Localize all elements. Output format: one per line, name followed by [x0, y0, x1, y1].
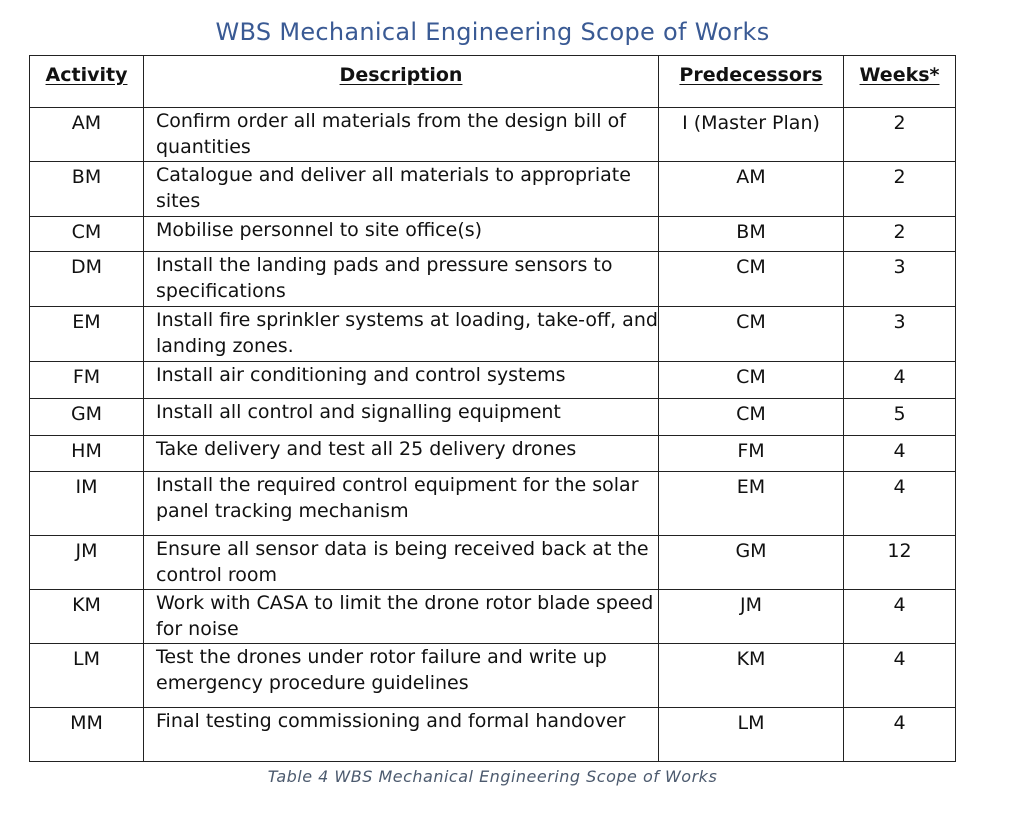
- description-cell: Catalogue and deliver all materials to a…: [143, 161, 659, 217]
- description-cell: Install all control and signalling equip…: [143, 398, 659, 436]
- table-row: BM Catalogue and deliver all materials t…: [29, 161, 956, 217]
- predecessors-cell: CM: [658, 398, 844, 436]
- document-title: WBS Mechanical Engineering Scope of Work…: [215, 18, 770, 46]
- weeks-cell: 12: [843, 535, 956, 590]
- predecessors-cell: CM: [658, 306, 844, 362]
- table-row: FM Install air conditioning and control …: [29, 361, 956, 399]
- activity-cell: DM: [29, 251, 144, 307]
- table-row: IM Install the required control equipmen…: [29, 471, 956, 536]
- predecessors-cell: EM: [658, 471, 844, 536]
- table-row: JM Ensure all sensor data is being recei…: [29, 535, 956, 590]
- description-cell: Install fire sprinkler systems at loadin…: [143, 306, 659, 362]
- activity-cell: IM: [29, 471, 144, 536]
- description-cell: Take delivery and test all 25 delivery d…: [143, 435, 659, 472]
- weeks-cell: 4: [843, 707, 956, 762]
- predecessors-cell: CM: [658, 361, 844, 399]
- description-cell: Final testing commissioning and formal h…: [143, 707, 659, 762]
- activity-cell: JM: [29, 535, 144, 590]
- predecessors-cell: BM: [658, 216, 844, 252]
- header-weeks: Weeks*: [843, 55, 956, 108]
- description-cell: Confirm order all materials from the des…: [143, 107, 659, 162]
- predecessors-cell: FM: [658, 435, 844, 472]
- header-predecessors: Predecessors: [658, 55, 844, 108]
- table-row: DM Install the landing pads and pressure…: [29, 251, 956, 307]
- activity-cell: FM: [29, 361, 144, 399]
- predecessors-cell: JM: [658, 589, 844, 644]
- description-cell: Install the landing pads and pressure se…: [143, 251, 659, 307]
- weeks-cell: 4: [843, 589, 956, 644]
- activity-cell: EM: [29, 306, 144, 362]
- activity-cell: KM: [29, 589, 144, 644]
- header-description: Description: [143, 55, 659, 108]
- predecessors-cell: KM: [658, 643, 844, 708]
- description-cell: Install the required control equipment f…: [143, 471, 659, 536]
- table-row: EM Install fire sprinkler systems at loa…: [29, 306, 956, 362]
- activity-cell: HM: [29, 435, 144, 472]
- weeks-cell: 4: [843, 435, 956, 472]
- table-row: LM Test the drones under rotor failure a…: [29, 643, 956, 708]
- predecessors-cell: AM: [658, 161, 844, 217]
- table-row: CM Mobilise personnel to site office(s) …: [29, 216, 956, 252]
- weeks-cell: 4: [843, 471, 956, 536]
- activity-cell: MM: [29, 707, 144, 762]
- activity-cell: LM: [29, 643, 144, 708]
- predecessors-cell: LM: [658, 707, 844, 762]
- table-row: HM Take delivery and test all 25 deliver…: [29, 435, 956, 472]
- weeks-cell: 5: [843, 398, 956, 436]
- activity-cell: BM: [29, 161, 144, 217]
- activity-cell: GM: [29, 398, 144, 436]
- weeks-cell: 4: [843, 643, 956, 708]
- weeks-cell: 3: [843, 306, 956, 362]
- table-caption: Table 4 WBS Mechanical Engineering Scope…: [267, 767, 718, 786]
- description-cell: Mobilise personnel to site office(s): [143, 216, 659, 252]
- description-cell: Test the drones under rotor failure and …: [143, 643, 659, 708]
- predecessors-cell: I (Master Plan): [658, 107, 844, 162]
- table-row: GM Install all control and signalling eq…: [29, 398, 956, 436]
- table-header-row: Activity Description Predecessors Weeks*: [29, 55, 956, 108]
- weeks-cell: 2: [843, 161, 956, 217]
- table-row: KM Work with CASA to limit the drone rot…: [29, 589, 956, 644]
- description-cell: Ensure all sensor data is being received…: [143, 535, 659, 590]
- description-cell: Install air conditioning and control sys…: [143, 361, 659, 399]
- activity-cell: AM: [29, 107, 144, 162]
- header-activity: Activity: [29, 55, 144, 108]
- weeks-cell: 3: [843, 251, 956, 307]
- weeks-cell: 2: [843, 107, 956, 162]
- predecessors-cell: CM: [658, 251, 844, 307]
- table-row: AM Confirm order all materials from the …: [29, 107, 956, 162]
- weeks-cell: 2: [843, 216, 956, 252]
- table-row: MM Final testing commissioning and forma…: [29, 707, 956, 762]
- predecessors-cell: GM: [658, 535, 844, 590]
- weeks-cell: 4: [843, 361, 956, 399]
- activity-cell: CM: [29, 216, 144, 252]
- description-cell: Work with CASA to limit the drone rotor …: [143, 589, 659, 644]
- wbs-table: Activity Description Predecessors Weeks*…: [29, 55, 956, 762]
